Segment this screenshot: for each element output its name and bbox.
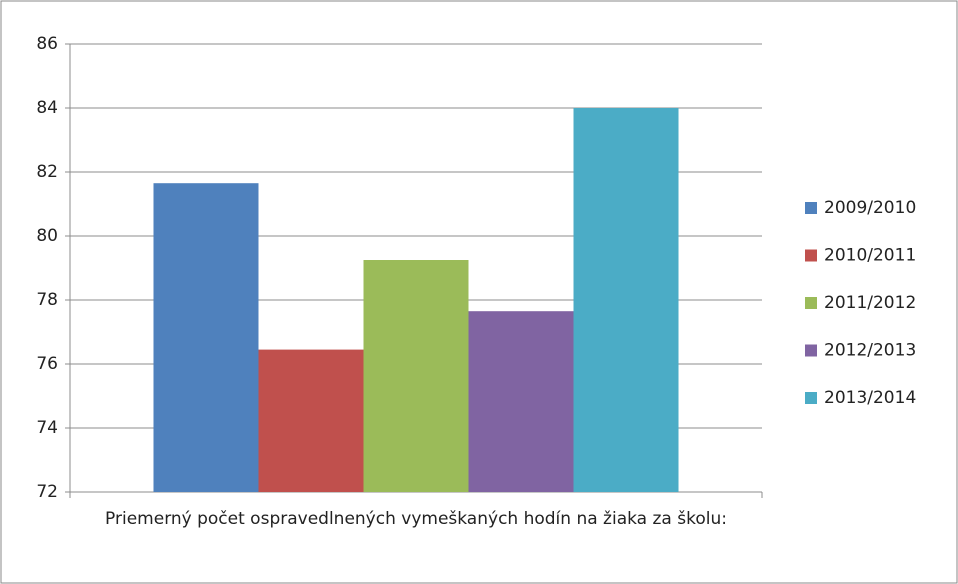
bar bbox=[573, 108, 679, 492]
y-tick-label: 84 bbox=[36, 98, 58, 118]
bar bbox=[363, 260, 469, 492]
bar bbox=[153, 183, 259, 492]
legend-label: 2011/2012 bbox=[824, 293, 916, 313]
legend-swatch bbox=[805, 344, 817, 357]
legend-label: 2010/2011 bbox=[824, 246, 916, 266]
legend-swatch bbox=[805, 202, 817, 214]
legend-label: 2012/2013 bbox=[824, 341, 916, 361]
x-category-label: Priemerný počet ospravedlnených vymeškan… bbox=[105, 509, 727, 529]
y-tick-label: 78 bbox=[36, 290, 58, 310]
legend-swatch bbox=[805, 297, 817, 309]
legend-swatch bbox=[805, 249, 817, 262]
y-tick-label: 86 bbox=[36, 34, 58, 54]
y-tick-label: 80 bbox=[36, 226, 58, 246]
legend-swatch bbox=[805, 392, 817, 404]
legend-label: 2009/2010 bbox=[824, 198, 916, 218]
y-tick-label: 82 bbox=[36, 162, 58, 182]
y-tick-label: 74 bbox=[36, 418, 58, 438]
y-tick-label: 76 bbox=[36, 354, 58, 374]
legend-label: 2013/2014 bbox=[824, 388, 916, 408]
bar bbox=[468, 311, 574, 492]
bar bbox=[258, 349, 364, 492]
y-tick-label: 72 bbox=[36, 482, 58, 502]
